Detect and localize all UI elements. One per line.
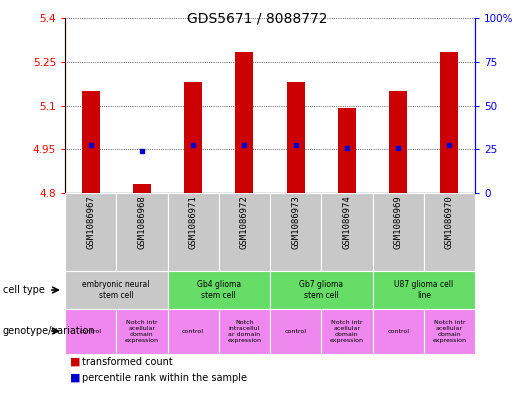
Bar xyxy=(424,193,475,271)
Bar xyxy=(82,91,99,193)
Text: ■: ■ xyxy=(70,373,80,383)
Bar xyxy=(167,309,219,354)
Text: Gb7 glioma
stem cell: Gb7 glioma stem cell xyxy=(299,280,344,300)
Bar xyxy=(270,193,321,271)
Text: transformed count: transformed count xyxy=(82,357,173,367)
Text: GSM1086973: GSM1086973 xyxy=(291,195,300,249)
Text: Notch intr
acellular
domain
expression: Notch intr acellular domain expression xyxy=(330,320,364,343)
Text: control: control xyxy=(387,329,409,334)
Text: GSM1086968: GSM1086968 xyxy=(138,195,146,249)
Text: GSM1086970: GSM1086970 xyxy=(445,195,454,249)
Text: Gb4 glioma
stem cell: Gb4 glioma stem cell xyxy=(197,280,241,300)
Bar xyxy=(440,51,458,193)
Bar xyxy=(389,91,407,193)
Bar xyxy=(321,309,372,354)
Text: GSM1086974: GSM1086974 xyxy=(342,195,351,249)
Bar xyxy=(287,82,304,193)
Text: GDS5671 / 8088772: GDS5671 / 8088772 xyxy=(187,11,328,25)
Text: GSM1086972: GSM1086972 xyxy=(240,195,249,249)
Text: cell type: cell type xyxy=(3,285,44,295)
Bar xyxy=(270,271,372,309)
Bar xyxy=(424,309,475,354)
Text: embryonic neural
stem cell: embryonic neural stem cell xyxy=(82,280,150,300)
Bar xyxy=(372,193,424,271)
Bar xyxy=(321,193,372,271)
Text: GSM1086967: GSM1086967 xyxy=(86,195,95,249)
Bar xyxy=(270,309,321,354)
Text: Notch
intracellul
ar domain
expression: Notch intracellul ar domain expression xyxy=(228,320,262,343)
Bar xyxy=(65,193,116,271)
Text: GSM1086971: GSM1086971 xyxy=(188,195,198,249)
Bar xyxy=(133,184,151,193)
Text: genotype/variation: genotype/variation xyxy=(3,326,95,336)
Bar xyxy=(372,309,424,354)
Bar xyxy=(116,193,167,271)
Bar xyxy=(219,193,270,271)
Bar xyxy=(372,271,475,309)
Bar xyxy=(338,108,356,193)
Text: ■: ■ xyxy=(70,357,80,367)
Text: GSM1086969: GSM1086969 xyxy=(393,195,403,249)
Text: U87 glioma cell
line: U87 glioma cell line xyxy=(394,280,453,300)
Bar xyxy=(167,193,219,271)
Text: Notch intr
acellular
domain
expression: Notch intr acellular domain expression xyxy=(125,320,159,343)
Bar xyxy=(65,309,116,354)
Bar xyxy=(116,309,167,354)
Text: percentile rank within the sample: percentile rank within the sample xyxy=(82,373,247,383)
Text: control: control xyxy=(285,329,306,334)
Bar xyxy=(167,271,270,309)
Bar xyxy=(219,309,270,354)
Bar xyxy=(184,82,202,193)
Bar xyxy=(235,51,253,193)
Text: Notch intr
acellular
domain
expression: Notch intr acellular domain expression xyxy=(433,320,467,343)
Bar xyxy=(65,271,167,309)
Text: control: control xyxy=(182,329,204,334)
Text: control: control xyxy=(80,329,101,334)
